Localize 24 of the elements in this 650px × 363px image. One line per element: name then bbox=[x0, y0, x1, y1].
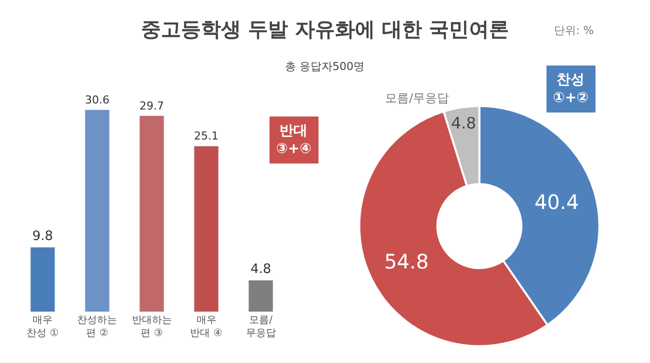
bar bbox=[139, 115, 164, 312]
slice-label: 모름/무응답 bbox=[385, 91, 450, 105]
data-label: 9.8 bbox=[32, 229, 54, 244]
x-tick-label: 모름/ 무응답 bbox=[246, 314, 276, 339]
slice-label: 찬성 ①+② bbox=[553, 72, 589, 106]
x-tick-label: 매우 찬성 ① bbox=[26, 314, 59, 339]
data-label: 4.8 bbox=[451, 113, 476, 132]
bar bbox=[194, 146, 219, 312]
x-tick-label: 찬성하는 편 ② bbox=[77, 314, 118, 339]
bar bbox=[30, 246, 56, 312]
bar bbox=[84, 109, 110, 312]
data-label: 4.8 bbox=[250, 262, 272, 278]
x-tick-label: 반대하는 편 ③ bbox=[132, 314, 172, 339]
data-label: 40.4 bbox=[534, 190, 579, 214]
chart-title: 중고등학생 두발 자유화에 대한 국민여론 bbox=[141, 17, 509, 41]
slice-label: 반대 ③+④ bbox=[276, 123, 312, 158]
data-label: 25.1 bbox=[194, 130, 219, 143]
data-label: 30.6 bbox=[84, 93, 110, 106]
bar bbox=[248, 280, 274, 312]
data-label: 54.8 bbox=[384, 250, 429, 274]
x-tick-label: 매우 반대 ④ bbox=[190, 314, 222, 339]
data-label: 29.7 bbox=[140, 99, 164, 112]
text: 총 응답자500명 bbox=[285, 60, 364, 73]
text: 단위: % bbox=[554, 24, 594, 37]
